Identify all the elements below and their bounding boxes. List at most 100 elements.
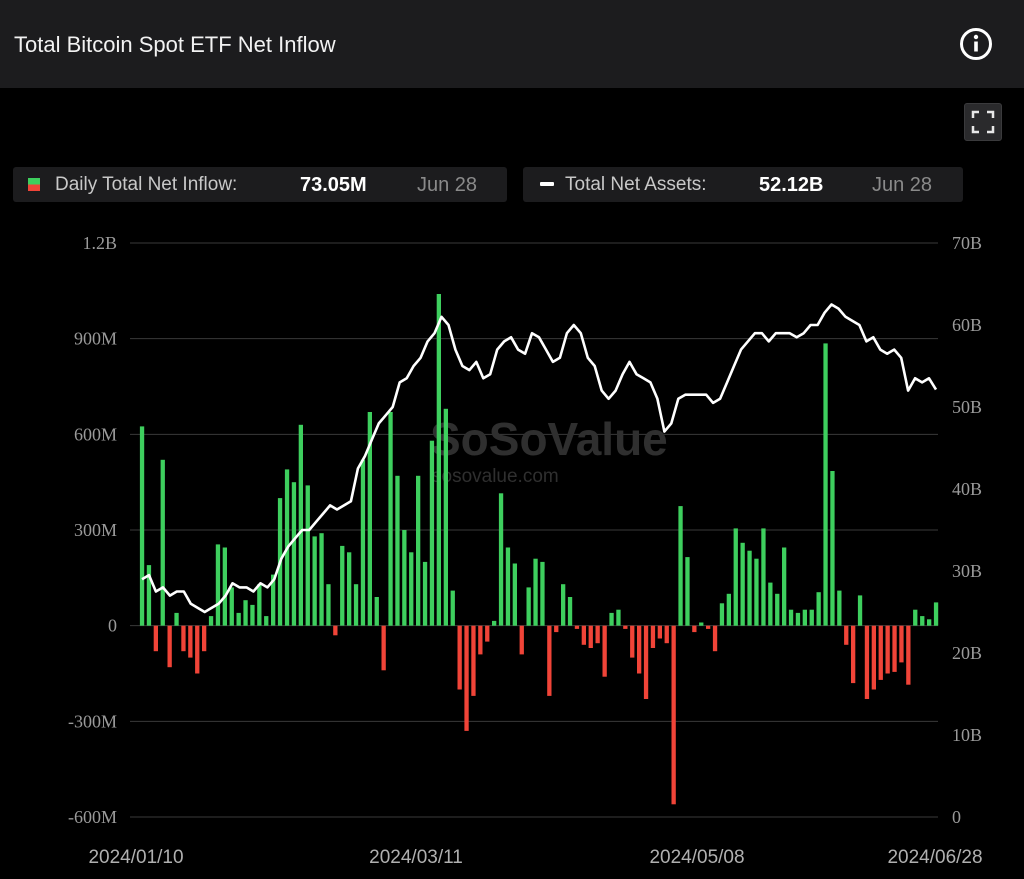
y-right-tick-label: 0	[952, 807, 961, 827]
inflow-bar	[146, 565, 152, 626]
inflow-bar	[554, 625, 559, 633]
inflow-bar	[630, 625, 635, 658]
inflow-bar	[933, 602, 939, 626]
inflow-bar	[809, 609, 814, 626]
assets-value: 52.12B	[759, 174, 824, 196]
y-right-tick-label: 40B	[952, 479, 982, 499]
inflow-bar	[402, 530, 407, 626]
inflow-bar	[409, 552, 414, 626]
y-left-tick-label: 1.2B	[82, 233, 117, 253]
inflow-bar	[747, 550, 752, 626]
inflow-bar	[740, 542, 745, 626]
inflow-bar	[298, 424, 303, 626]
inflow-bar	[768, 582, 773, 626]
inflow-bar	[574, 625, 580, 629]
inflow-bar	[319, 533, 324, 626]
inflow-bar	[637, 625, 642, 674]
inflow-bar	[878, 625, 883, 680]
inflow-bar	[208, 616, 214, 626]
inflow-bar	[920, 616, 925, 626]
inflow-date: Jun 28	[417, 174, 478, 196]
inflow-bar	[478, 625, 483, 655]
inflow-bar	[374, 597, 379, 626]
y-right-tick-label: 30B	[952, 561, 982, 581]
inflow-bar	[512, 563, 517, 626]
inflow-bar	[264, 616, 269, 626]
inflow-bar	[464, 625, 469, 731]
inflow-bar	[312, 536, 317, 626]
inflow-bar	[733, 528, 738, 626]
inflow-bar	[340, 545, 345, 626]
inflow-bar	[830, 471, 835, 626]
inflow-bar	[650, 625, 656, 648]
inflow-bar	[561, 584, 566, 626]
inflow-bar	[139, 426, 145, 626]
inflow-bar	[823, 343, 828, 626]
inflow-bar	[505, 547, 511, 626]
line-swatch-icon	[540, 182, 554, 186]
inflow-bar	[333, 625, 338, 636]
inflow-bar	[257, 584, 262, 626]
inflow-bar	[699, 622, 704, 626]
y-left-tick-label: -600M	[68, 807, 117, 827]
y-left-tick-label: 900M	[74, 329, 117, 349]
inflow-bar	[188, 625, 193, 658]
y-right-tick-label: 60B	[952, 315, 982, 335]
x-tick-label: 2024/06/28	[887, 847, 982, 868]
inflow-bar	[567, 597, 573, 626]
inflow-bar	[802, 609, 807, 626]
inflow-bar	[837, 590, 842, 626]
inflow-bar	[857, 595, 863, 626]
inflow-bar	[623, 625, 628, 629]
inflow-bar	[243, 600, 248, 626]
inflow-bar	[851, 625, 856, 684]
inflow-bar	[657, 625, 662, 639]
inflow-bar	[388, 412, 393, 626]
inflow-swatch-icon	[28, 178, 40, 191]
chart-header: Total Bitcoin Spot ETF Net Inflow	[0, 0, 1024, 88]
inflow-bar	[816, 592, 821, 626]
inflow-bar	[436, 294, 441, 626]
watermark-site: sosovalue.com	[432, 466, 559, 487]
inflow-bar	[422, 561, 428, 626]
inflow-bar	[602, 625, 607, 677]
legend-inflow: Daily Total Net Inflow: 73.05M Jun 28	[13, 167, 507, 202]
inflow-bar	[533, 558, 538, 626]
x-tick-label: 2024/05/08	[649, 847, 744, 868]
inflow-bar	[457, 625, 462, 690]
inflow-bar	[485, 625, 490, 642]
inflow-bar	[174, 612, 179, 626]
inflow-bar	[305, 485, 310, 626]
inflow-bar	[706, 625, 711, 629]
inflow-bar	[588, 625, 593, 648]
info-icon[interactable]	[958, 26, 994, 62]
fullscreen-button[interactable]	[964, 103, 1002, 141]
total-net-assets-line	[141, 303, 938, 614]
inflow-bar	[692, 625, 697, 633]
inflow-bar	[498, 493, 504, 626]
inflow-bar	[153, 625, 158, 652]
inflow-bar	[864, 625, 870, 699]
inflow-bar	[429, 440, 435, 626]
inflow-bar	[726, 593, 731, 626]
inflow-bar	[215, 544, 221, 626]
inflow-bar	[353, 584, 359, 626]
inflow-bar	[754, 558, 759, 626]
y-left-tick-label: 600M	[74, 424, 117, 444]
inflow-bar	[885, 625, 890, 674]
inflow-bar	[236, 612, 241, 626]
x-tick-label: 2024/01/10	[88, 847, 183, 868]
inflow-bar	[927, 619, 932, 626]
inflow-bar	[160, 459, 165, 626]
inflow-bar	[761, 528, 766, 626]
inflow-bar	[471, 625, 476, 696]
inflow-bar	[547, 625, 552, 696]
inflow-bar	[540, 561, 545, 626]
inflow-bar	[526, 587, 531, 626]
inflow-bar	[871, 625, 876, 690]
inflow-bar	[712, 625, 718, 652]
inflow-bar	[519, 625, 524, 655]
inflow-bar	[250, 604, 255, 626]
inflow-bar	[381, 625, 386, 671]
